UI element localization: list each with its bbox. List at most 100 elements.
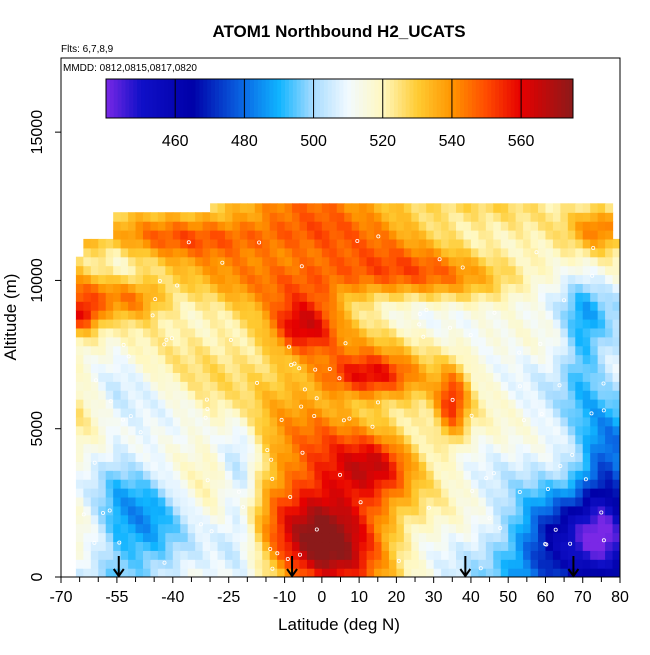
- sample-point: [562, 298, 567, 303]
- heatmap-cell: [567, 470, 576, 480]
- heatmap-cell: [157, 452, 166, 462]
- heatmap-cell: [239, 381, 248, 391]
- heatmap-cell: [329, 310, 338, 320]
- heatmap-cell: [344, 221, 353, 231]
- heatmap-cell: [150, 416, 159, 427]
- heatmap-cell: [530, 265, 539, 276]
- heatmap-cell: [456, 470, 465, 480]
- heatmap-cell: [90, 461, 99, 471]
- heatmap-cell: [381, 203, 390, 213]
- heatmap-cell: [605, 532, 614, 543]
- heatmap-cell: [463, 416, 472, 427]
- heatmap-cell: [284, 443, 293, 454]
- heatmap-cell: [254, 505, 263, 516]
- heatmap-cell: [83, 550, 92, 560]
- heatmap-cell: [597, 496, 606, 507]
- heatmap-cell: [463, 221, 472, 231]
- heatmap-cell: [508, 274, 517, 284]
- heatmap-cell: [90, 559, 99, 569]
- heatmap-cell: [575, 559, 584, 569]
- heatmap-cell: [493, 434, 502, 445]
- heatmap-cell: [180, 336, 189, 347]
- heatmap-cell: [344, 203, 353, 213]
- heatmap-cell: [456, 407, 465, 418]
- heatmap-cell: [217, 292, 226, 302]
- heatmap-cell: [590, 372, 599, 382]
- heatmap-cell: [321, 265, 330, 276]
- heatmap-cell: [187, 407, 196, 418]
- heatmap-cell: [277, 470, 286, 480]
- heatmap-cell: [523, 434, 532, 445]
- heatmap-cell: [254, 532, 263, 543]
- heatmap-cell: [210, 372, 219, 382]
- heatmap-cell: [217, 212, 226, 222]
- heatmap-cell: [351, 221, 360, 231]
- heatmap-cell: [336, 256, 345, 267]
- heatmap-cell: [262, 496, 271, 507]
- heatmap-cell: [545, 256, 554, 267]
- heatmap-cell: [239, 407, 248, 418]
- colorbar-tick-label: 560: [508, 133, 535, 150]
- heatmap-cell: [418, 443, 427, 454]
- heatmap-cell: [105, 479, 114, 489]
- heatmap-cell: [75, 363, 84, 373]
- heatmap-cell: [105, 559, 114, 569]
- heatmap-cell: [187, 523, 196, 534]
- heatmap-cell: [560, 238, 569, 249]
- heatmap-cell: [157, 514, 166, 525]
- heatmap-cell: [113, 354, 122, 365]
- heatmap-cell: [105, 310, 114, 320]
- heatmap-cell: [523, 416, 532, 427]
- heatmap-cell: [269, 568, 278, 577]
- heatmap-cell: [172, 372, 181, 382]
- heatmap-cell: [299, 292, 308, 302]
- colorbar-tick-label: 480: [231, 133, 258, 150]
- heatmap-cell: [359, 265, 368, 276]
- heatmap-cell: [366, 203, 375, 213]
- heatmap-cell: [292, 407, 301, 418]
- colorbar-segment: [467, 79, 473, 118]
- heatmap-cell: [590, 559, 599, 569]
- colorbar-segment: [187, 79, 193, 118]
- heatmap-cell: [120, 212, 129, 222]
- heatmap-cell: [396, 523, 405, 534]
- heatmap-cell: [456, 443, 465, 454]
- heatmap-cell: [180, 434, 189, 445]
- heatmap-cell: [396, 461, 405, 471]
- heatmap-cell: [306, 381, 316, 391]
- heatmap-cell: [552, 301, 561, 311]
- heatmap-cell: [344, 488, 353, 498]
- heatmap-cell: [396, 532, 405, 543]
- heatmap-cell: [202, 327, 211, 338]
- heatmap-cell: [217, 532, 226, 543]
- heatmap-cell: [329, 292, 338, 302]
- heatmap-cell: [128, 505, 137, 516]
- heatmap-cell: [336, 345, 345, 356]
- heatmap-cell: [180, 221, 189, 231]
- heatmap-cell: [299, 434, 308, 445]
- heatmap-cell: [612, 496, 620, 507]
- heatmap-cell: [329, 532, 338, 543]
- heatmap-cell: [508, 559, 517, 569]
- heatmap-cell: [582, 523, 591, 534]
- heatmap-cell: [523, 488, 532, 498]
- heatmap-cell: [433, 310, 442, 320]
- heatmap-cell: [351, 274, 360, 284]
- heatmap-cell: [292, 327, 301, 338]
- heatmap-cell: [411, 479, 420, 489]
- sample-point: [470, 488, 475, 493]
- heatmap-cell: [426, 523, 435, 534]
- heatmap-cell: [262, 425, 271, 436]
- colorbar-segment: [506, 79, 512, 118]
- sample-point: [153, 297, 158, 302]
- heatmap-cell: [396, 354, 405, 365]
- heatmap-cell: [433, 514, 442, 525]
- heatmap-cell: [612, 470, 620, 480]
- heatmap-cell: [567, 345, 576, 356]
- heatmap-cell: [113, 212, 122, 222]
- heatmap-cell: [351, 310, 360, 320]
- heatmap-cell: [478, 221, 487, 231]
- heatmap-cell: [90, 381, 99, 391]
- heatmap-cell: [582, 407, 591, 418]
- heatmap-cell: [262, 274, 271, 284]
